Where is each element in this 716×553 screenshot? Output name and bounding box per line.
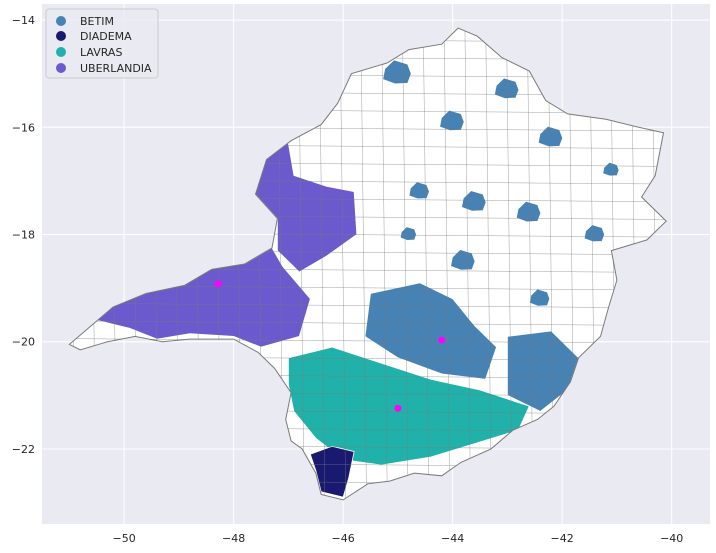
- legend-marker-betim: [56, 16, 66, 26]
- legend: BETIM DIADEMA LAVRAS UBERLANDIA: [45, 8, 159, 79]
- municipality-border: [485, 28, 492, 500]
- region-betim-patch: [515, 200, 542, 223]
- region-betim-patch: [450, 249, 476, 271]
- region-betim-central: [364, 282, 497, 380]
- municipality-border: [443, 28, 451, 500]
- region-betim-patch: [382, 59, 412, 85]
- region-betim-patch: [439, 109, 465, 132]
- region-layer: [85, 59, 620, 498]
- municipality-border: [506, 28, 513, 500]
- region-betim-patch: [399, 226, 417, 241]
- municipality-border: [69, 320, 667, 327]
- municipality-border: [422, 28, 430, 500]
- y-tick-label: −16: [12, 121, 35, 134]
- y-tick-label: −22: [12, 443, 35, 456]
- marker-layer: [214, 280, 446, 412]
- region-lavras: [288, 346, 530, 466]
- region-diadema: [309, 445, 355, 498]
- legend-label-uberlandia: UBERLANDIA: [80, 62, 152, 75]
- municipality-border: [69, 302, 667, 309]
- legend-marker-uberlandia: [56, 63, 66, 73]
- x-tick-label: −48: [222, 532, 245, 545]
- municipality-border: [69, 338, 667, 344]
- x-tick-label: −40: [660, 532, 683, 545]
- legend-label-betim: BETIM: [80, 15, 114, 28]
- x-axis-ticks: −50 −48 −46 −44 −42 −40: [113, 532, 684, 545]
- x-tick-label: −50: [113, 532, 136, 545]
- city-marker: [394, 404, 402, 412]
- x-tick-label: −46: [332, 532, 355, 545]
- city-marker: [438, 336, 446, 344]
- region-betim-patch: [528, 288, 551, 307]
- x-tick-label: −44: [441, 532, 464, 545]
- y-axis-ticks: −14 −16 −18 −20 −22: [12, 14, 35, 456]
- state-border: [68, 27, 667, 501]
- region-betim-patch: [493, 77, 520, 100]
- y-tick-label: −18: [12, 229, 35, 242]
- legend-label-diadema: DIADEMA: [80, 30, 132, 43]
- legend-label-lavras: LAVRAS: [80, 46, 122, 59]
- city-marker: [214, 280, 222, 288]
- x-tick-label: −42: [551, 532, 574, 545]
- legend-marker-lavras: [56, 47, 66, 57]
- y-tick-label: −20: [12, 336, 35, 349]
- region-betim-patch: [537, 125, 564, 148]
- y-tick-label: −14: [12, 14, 35, 27]
- region-betim-patch: [583, 224, 606, 243]
- region-betim-patch: [461, 190, 487, 212]
- legend-box: [45, 8, 159, 79]
- legend-marker-diadema: [56, 31, 66, 41]
- municipality-border: [464, 28, 471, 500]
